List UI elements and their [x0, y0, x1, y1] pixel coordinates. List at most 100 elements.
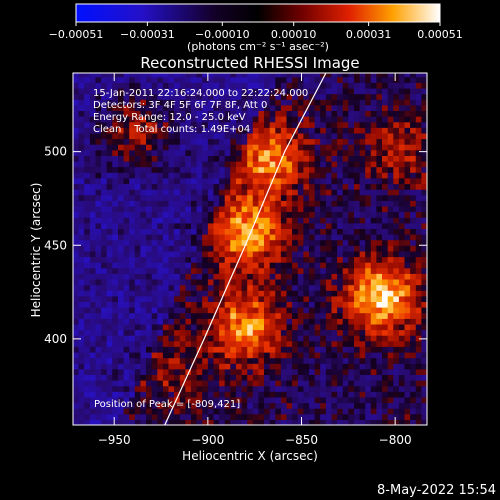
heatmap-cell: [410, 273, 417, 280]
heatmap-cell: [157, 205, 164, 213]
heatmap-cell: [359, 161, 366, 168]
heatmap-cell: [230, 149, 237, 156]
heatmap-cell: [331, 161, 338, 168]
heatmap-cell: [112, 104, 119, 111]
heatmap-cell: [275, 250, 282, 258]
heatmap-cell: [314, 155, 321, 162]
heatmap-cell: [275, 217, 282, 224]
heatmap-cell: [179, 127, 186, 134]
heatmap-cell: [179, 346, 186, 353]
heatmap-cell: [151, 104, 158, 111]
heatmap-cell: [236, 73, 243, 78]
heatmap-cell: [404, 329, 411, 336]
heatmap-cell: [342, 144, 349, 151]
heatmap-cell: [359, 222, 366, 229]
heatmap-cell: [286, 189, 293, 196]
heatmap-cell: [382, 284, 389, 291]
heatmap-cell: [95, 228, 102, 235]
heatmap-cell: [325, 346, 333, 353]
heatmap-cell: [387, 194, 394, 201]
heatmap-cell: [421, 73, 427, 78]
heatmap-cell: [247, 363, 254, 370]
heatmap-cell: [73, 121, 80, 128]
heatmap-cell: [78, 177, 85, 185]
heatmap-cell: [320, 228, 327, 235]
heatmap-cell: [325, 402, 333, 409]
heatmap-cell: [264, 284, 271, 291]
heatmap-cell: [258, 357, 265, 364]
heatmap-cell: [415, 211, 422, 218]
heatmap-cell: [421, 419, 427, 425]
heatmap-cell: [292, 239, 299, 246]
heatmap-cell: [146, 239, 153, 246]
heatmap-cell: [123, 374, 130, 381]
heatmap-cell: [84, 228, 91, 235]
heatmap-cell: [258, 380, 265, 387]
heatmap-cell: [101, 222, 108, 229]
heatmap-cell: [309, 352, 316, 359]
heatmap-cell: [191, 318, 198, 325]
heatmap-cell: [101, 374, 108, 381]
heatmap-cell: [146, 256, 153, 263]
heatmap-cell: [275, 121, 282, 128]
heatmap-cell: [370, 194, 377, 201]
heatmap-cell: [191, 284, 198, 291]
heatmap-cell: [365, 88, 372, 95]
heatmap-cell: [241, 110, 248, 117]
heatmap-cell: [84, 363, 91, 370]
heatmap-cell: [168, 205, 175, 213]
heatmap-cell: [95, 408, 102, 415]
heatmap-cell: [118, 104, 125, 111]
colorbar: [75, 3, 441, 23]
heatmap-cell: [376, 183, 383, 190]
heatmap-cell: [370, 161, 377, 168]
heatmap-cell: [196, 99, 203, 106]
heatmap-cell: [404, 256, 411, 263]
heatmap-cell: [236, 211, 243, 218]
heatmap-cell: [365, 402, 372, 409]
heatmap-cell: [179, 183, 186, 190]
heatmap-cell: [342, 73, 349, 78]
heatmap-cell: [224, 250, 231, 258]
heatmap-cell: [73, 250, 80, 258]
heatmap-cell: [174, 88, 181, 95]
heatmap-cell: [292, 279, 299, 286]
heatmap-cell: [151, 357, 158, 364]
heatmap-cell: [365, 161, 372, 168]
heatmap-cell: [275, 194, 282, 201]
heatmap-cell: [342, 222, 349, 229]
heatmap-cell: [331, 127, 338, 134]
heatmap-cell: [241, 200, 248, 207]
heatmap-cell: [337, 110, 344, 117]
heatmap-cell: [337, 205, 344, 213]
heatmap-cell: [151, 239, 158, 246]
heatmap-cell: [421, 402, 427, 409]
heatmap-cell: [230, 380, 237, 387]
heatmap-cell: [247, 329, 254, 336]
heatmap-cell: [118, 318, 125, 325]
heatmap-cell: [118, 273, 125, 280]
heatmap-cell: [398, 290, 406, 297]
heatmap-cell: [129, 273, 136, 280]
heatmap-cell: [202, 116, 209, 123]
heatmap-cell: [258, 346, 265, 353]
heatmap-cell: [365, 144, 372, 151]
heatmap-cell: [168, 132, 175, 140]
heatmap-cell: [275, 76, 282, 83]
heatmap-cell: [213, 250, 220, 258]
heatmap-cell: [370, 99, 377, 106]
heatmap-cell: [106, 419, 113, 425]
heatmap-cell: [354, 149, 361, 156]
heatmap-cell: [179, 121, 186, 128]
heatmap-cell: [410, 256, 417, 263]
heatmap-cell: [202, 99, 209, 106]
heatmap-cell: [348, 323, 355, 331]
heatmap-cell: [230, 312, 237, 319]
heatmap-cell: [140, 200, 147, 207]
heatmap-cell: [84, 88, 91, 95]
heatmap-cell: [398, 76, 406, 83]
heatmap-cell: [382, 144, 389, 151]
heatmap-cell: [196, 161, 203, 168]
heatmap-cell: [359, 295, 366, 302]
heatmap-cell: [320, 374, 327, 381]
